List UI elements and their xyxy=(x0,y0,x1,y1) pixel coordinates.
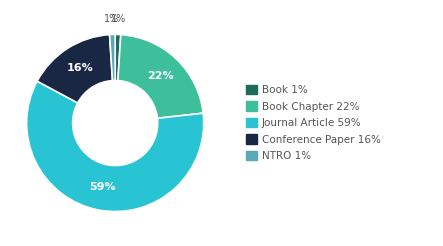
Text: 1%: 1% xyxy=(111,14,126,24)
Wedge shape xyxy=(115,34,121,81)
Text: 1%: 1% xyxy=(104,14,120,24)
Text: 22%: 22% xyxy=(147,71,174,81)
Wedge shape xyxy=(37,35,113,103)
Wedge shape xyxy=(27,81,204,212)
Text: 16%: 16% xyxy=(66,63,93,73)
Wedge shape xyxy=(109,34,115,81)
Text: 59%: 59% xyxy=(89,182,116,192)
Wedge shape xyxy=(118,35,203,118)
Legend: Book 1%, Book Chapter 22%, Journal Article 59%, Conference Paper 16%, NTRO 1%: Book 1%, Book Chapter 22%, Journal Artic… xyxy=(242,81,385,165)
